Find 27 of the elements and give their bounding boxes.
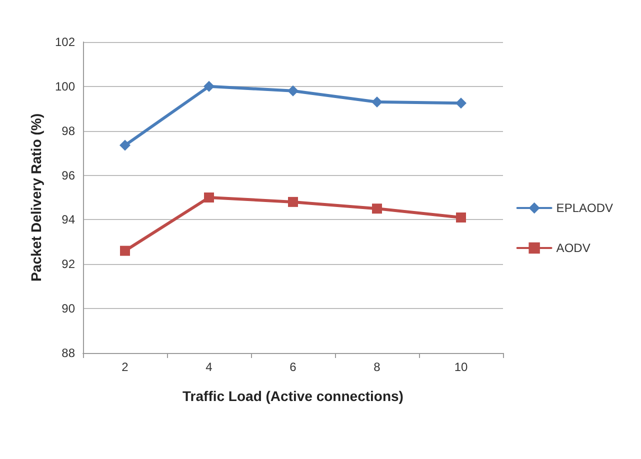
x-axis-title: Traffic Load (Active connections) (182, 388, 404, 404)
x-tick-label: 8 (374, 360, 381, 374)
legend-label: AODV (556, 241, 590, 255)
y-tick-label: 90 (62, 302, 76, 316)
point (204, 192, 214, 202)
x-tick-label: 10 (454, 360, 468, 374)
point (288, 196, 298, 207)
point (120, 246, 130, 256)
legend-label: EPLAODV (556, 201, 614, 215)
point (456, 98, 466, 109)
point (120, 140, 130, 151)
x-tick-label: 6 (290, 360, 297, 374)
x-tick-label: 2 (122, 360, 129, 374)
y-tick-label: 102 (54, 35, 76, 49)
y-tick-label: 94 (62, 212, 76, 227)
point (204, 80, 214, 92)
y-tick-label: 98 (62, 124, 76, 138)
y-tick-label: 96 (62, 168, 76, 182)
y-tick-label: 100 (54, 79, 76, 94)
point (372, 204, 382, 214)
y-tick-label: 88 (62, 346, 76, 360)
y-tick-label: 92 (62, 257, 76, 272)
point (372, 96, 382, 108)
point (288, 85, 298, 96)
x-tick-label: 4 (206, 360, 213, 374)
point (456, 212, 466, 222)
y-axis-title: Packet Delivery Ratio (%) (28, 113, 44, 282)
